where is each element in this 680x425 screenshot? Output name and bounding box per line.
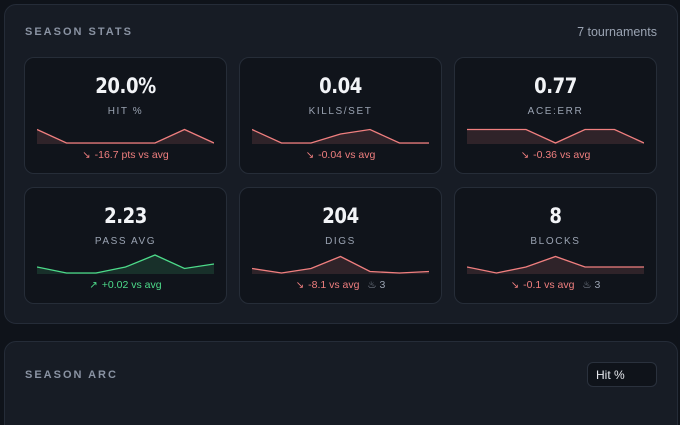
stat-delta: ↘ -0.1 vs avg ♨ 3 <box>455 279 656 291</box>
stat-card-grid: 20.0% HIT % ↘ -16.7 pts vs avg 0.04 KILL… <box>24 57 657 304</box>
season-stats-panel: SEASON STATS 7 tournaments 20.0% HIT % ↘… <box>4 4 678 324</box>
trend-up-icon: ↗ <box>89 279 98 291</box>
stat-label: ACE:ERR <box>527 106 584 117</box>
sparkline-area <box>252 256 429 274</box>
stat-value: 8 <box>549 204 562 228</box>
sparkline-area <box>467 256 644 274</box>
stat-label: HIT % <box>107 106 144 117</box>
sparkline-area <box>467 129 644 144</box>
sparkline <box>252 128 429 144</box>
extra-stat: ♨ 3 <box>582 279 600 291</box>
stat-card[interactable]: 0.04 KILLS/SET ↘ -0.04 vs avg <box>239 57 442 174</box>
trend-down-icon: ↘ <box>305 149 315 161</box>
sparkline-line <box>252 255 429 274</box>
sparkline-line <box>252 128 429 144</box>
sparkline <box>467 255 644 274</box>
trend-down-icon: ↘ <box>295 279 305 291</box>
sparkline <box>37 254 214 274</box>
extra-stat: ♨ 3 <box>367 279 385 291</box>
sparkline-area <box>252 129 429 144</box>
sparkline <box>252 255 429 274</box>
stat-card[interactable]: 20.0% HIT % ↘ -16.7 pts vs avg <box>24 57 227 174</box>
stat-delta: ↘ -8.1 vs avg ♨ 3 <box>240 279 441 291</box>
stat-delta: ↘ -0.04 vs avg <box>240 149 441 161</box>
delta-text: -0.36 vs avg <box>533 149 591 161</box>
trend-down-icon: ↘ <box>82 149 91 161</box>
sparkline-area <box>37 255 214 274</box>
stat-label: DIGS <box>325 236 356 247</box>
stat-value: 0.77 <box>534 74 577 98</box>
stat-value: 204 <box>322 204 359 228</box>
flame-icon: ♨ <box>367 279 377 291</box>
delta-text: -0.1 vs avg <box>523 279 575 291</box>
season-arc-panel: SEASON ARC Hit % <box>4 341 678 425</box>
stat-label: KILLS/SET <box>308 106 373 117</box>
stat-card[interactable]: 2.23 PASS AVG ↗ +0.02 vs avg <box>24 187 227 304</box>
delta-text: -0.04 vs avg <box>318 149 376 161</box>
extra-count: 3 <box>594 279 601 291</box>
stat-label: BLOCKS <box>530 236 581 247</box>
sparkline <box>467 128 644 144</box>
tournament-count: 7 tournaments <box>577 25 657 39</box>
stat-delta: ↘ -16.7 pts vs avg <box>25 149 226 161</box>
flame-icon: ♨ <box>582 279 592 291</box>
metric-select[interactable]: Hit % <box>587 362 657 387</box>
sparkline-line <box>467 255 644 274</box>
stat-label: PASS AVG <box>94 236 157 247</box>
stat-value: 2.23 <box>104 204 147 228</box>
delta-text: -16.7 pts vs avg <box>94 149 169 161</box>
trend-down-icon: ↘ <box>510 279 520 291</box>
sparkline-line <box>467 128 644 144</box>
sparkline-line <box>37 128 214 144</box>
extra-count: 3 <box>379 279 386 291</box>
stat-delta: ↘ -0.36 vs avg <box>455 149 656 161</box>
season-stats-title: SEASON STATS <box>25 26 133 38</box>
season-stats-header: SEASON STATS 7 tournaments <box>25 25 657 39</box>
stat-card[interactable]: 204 DIGS ↘ -8.1 vs avg ♨ 3 <box>239 187 442 304</box>
sparkline-area <box>37 129 214 144</box>
sparkline <box>37 128 214 144</box>
stat-card[interactable]: 8 BLOCKS ↘ -0.1 vs avg ♨ 3 <box>454 187 657 304</box>
sparkline-line <box>37 254 214 274</box>
stat-value: 0.04 <box>319 74 362 98</box>
delta-text: -8.1 vs avg <box>308 279 360 291</box>
stat-card[interactable]: 0.77 ACE:ERR ↘ -0.36 vs avg <box>454 57 657 174</box>
season-arc-title: SEASON ARC <box>25 368 118 381</box>
season-arc-header: SEASON ARC Hit % <box>25 362 657 387</box>
delta-text: +0.02 vs avg <box>101 279 162 291</box>
trend-down-icon: ↘ <box>520 149 530 161</box>
stat-value: 20.0% <box>95 74 156 98</box>
stat-delta: ↗ +0.02 vs avg <box>25 279 226 291</box>
